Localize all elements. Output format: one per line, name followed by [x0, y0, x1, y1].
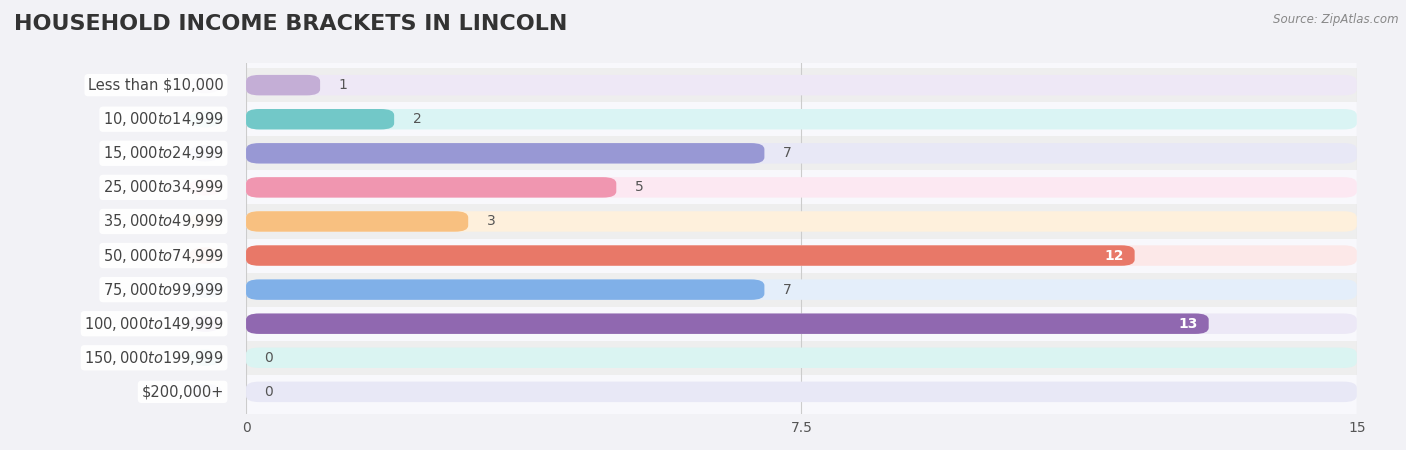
- Text: 2: 2: [413, 112, 422, 126]
- FancyBboxPatch shape: [246, 109, 1357, 130]
- Text: $50,000 to $74,999: $50,000 to $74,999: [103, 247, 224, 265]
- Text: $15,000 to $24,999: $15,000 to $24,999: [103, 144, 224, 162]
- FancyBboxPatch shape: [246, 177, 616, 198]
- Bar: [246, 238, 1357, 273]
- FancyBboxPatch shape: [246, 279, 1357, 300]
- Text: HOUSEHOLD INCOME BRACKETS IN LINCOLN: HOUSEHOLD INCOME BRACKETS IN LINCOLN: [14, 14, 568, 33]
- Text: 7: 7: [783, 283, 792, 297]
- FancyBboxPatch shape: [246, 211, 1357, 232]
- Text: $200,000+: $200,000+: [142, 384, 224, 399]
- Text: Source: ZipAtlas.com: Source: ZipAtlas.com: [1274, 14, 1399, 27]
- Text: 0: 0: [264, 351, 273, 365]
- Circle shape: [188, 112, 222, 127]
- FancyBboxPatch shape: [246, 143, 765, 163]
- FancyBboxPatch shape: [246, 143, 1357, 163]
- FancyBboxPatch shape: [246, 245, 1135, 266]
- FancyBboxPatch shape: [246, 211, 468, 232]
- Bar: [246, 136, 1357, 171]
- Text: 5: 5: [636, 180, 644, 194]
- Bar: [246, 375, 1357, 409]
- FancyBboxPatch shape: [246, 75, 321, 95]
- Bar: [246, 306, 1357, 341]
- Bar: [246, 273, 1357, 306]
- Text: $100,000 to $149,999: $100,000 to $149,999: [84, 315, 224, 333]
- FancyBboxPatch shape: [246, 279, 765, 300]
- FancyBboxPatch shape: [246, 109, 394, 130]
- Circle shape: [188, 316, 222, 331]
- Circle shape: [188, 384, 222, 399]
- Text: $10,000 to $14,999: $10,000 to $14,999: [103, 110, 224, 128]
- FancyBboxPatch shape: [246, 177, 1357, 198]
- Circle shape: [188, 146, 222, 161]
- Text: 0: 0: [264, 385, 273, 399]
- Text: Less than $10,000: Less than $10,000: [89, 78, 224, 93]
- FancyBboxPatch shape: [246, 382, 1357, 402]
- Bar: [246, 68, 1357, 102]
- FancyBboxPatch shape: [246, 347, 1357, 368]
- Bar: [246, 102, 1357, 136]
- Text: 12: 12: [1104, 248, 1123, 262]
- FancyBboxPatch shape: [246, 75, 1357, 95]
- Text: $75,000 to $99,999: $75,000 to $99,999: [103, 281, 224, 299]
- FancyBboxPatch shape: [246, 314, 1209, 334]
- Text: $25,000 to $34,999: $25,000 to $34,999: [103, 178, 224, 196]
- Bar: [246, 204, 1357, 238]
- Text: 1: 1: [339, 78, 347, 92]
- Bar: [246, 341, 1357, 375]
- Circle shape: [188, 214, 222, 229]
- Text: 13: 13: [1178, 317, 1198, 331]
- Text: $150,000 to $199,999: $150,000 to $199,999: [84, 349, 224, 367]
- Circle shape: [188, 282, 222, 297]
- Text: 7: 7: [783, 146, 792, 160]
- FancyBboxPatch shape: [246, 314, 1357, 334]
- FancyBboxPatch shape: [246, 245, 1357, 266]
- Text: 3: 3: [486, 215, 495, 229]
- Circle shape: [188, 248, 222, 263]
- Circle shape: [188, 180, 222, 195]
- Bar: [246, 171, 1357, 204]
- Text: $35,000 to $49,999: $35,000 to $49,999: [103, 212, 224, 230]
- Circle shape: [188, 350, 222, 365]
- Circle shape: [188, 78, 222, 93]
